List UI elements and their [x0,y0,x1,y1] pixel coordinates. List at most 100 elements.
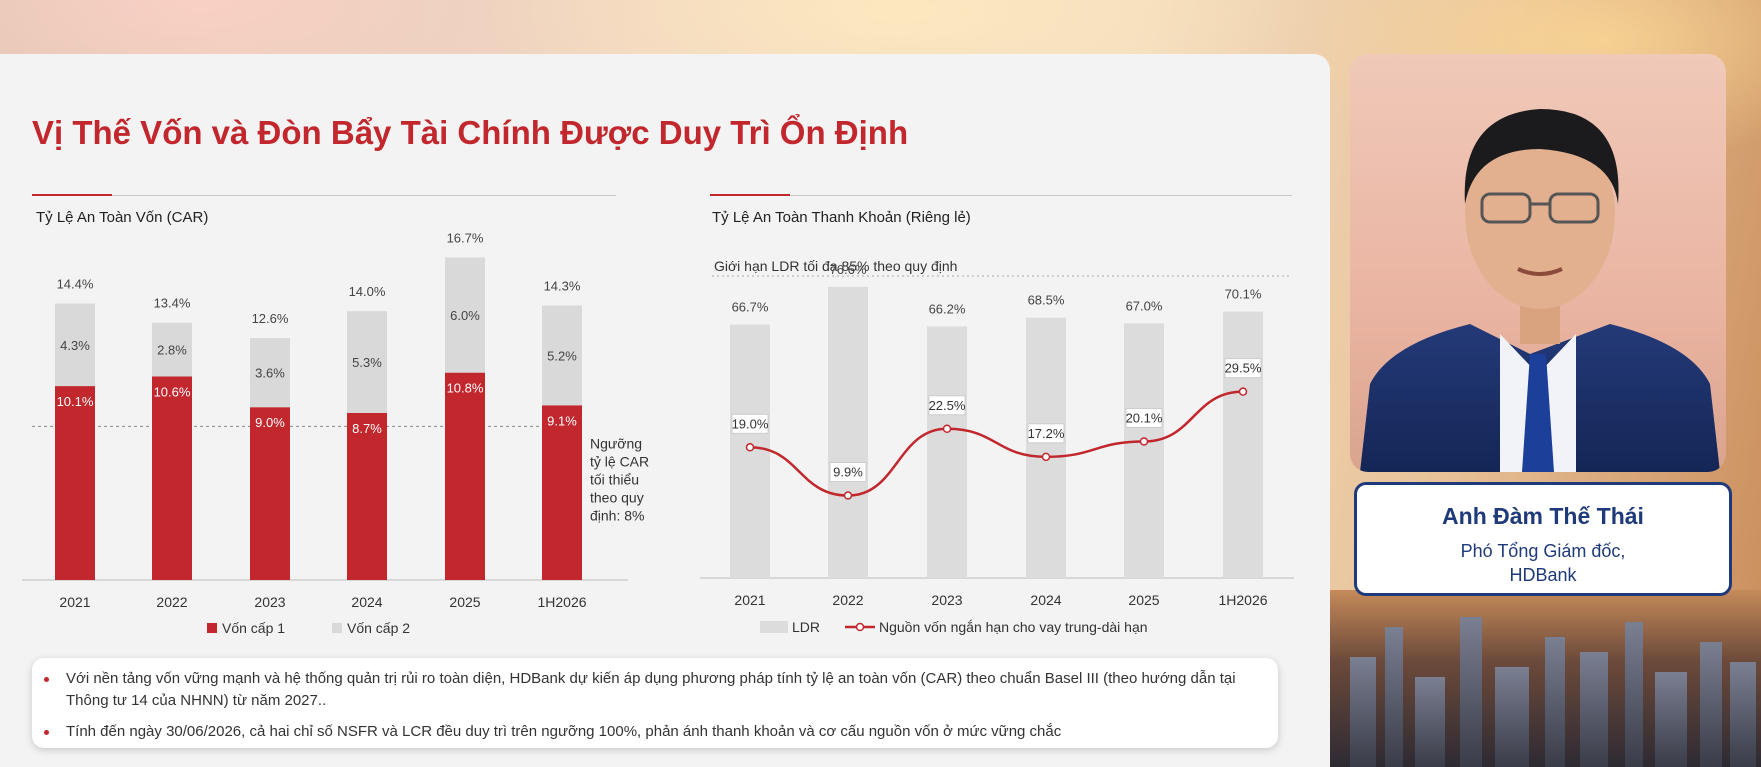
speaker-name: Anh Đàm Thế Thái [1442,503,1644,529]
tier1-label: 10.1% [57,394,94,409]
tier2-bar [55,303,95,387]
slide-title: Vị Thế Vốn và Đòn Bẩy Tài Chính Được Duy… [32,114,909,151]
x-tick-label: 1H2026 [537,594,586,610]
tier1-bar [152,376,192,580]
car-chart: Ngưỡng tỷ lệ CAR tối thiểu theo quy định: 8%… [22,230,649,636]
city-background [1330,590,1761,767]
funding-label: 22.5% [929,398,966,413]
x-tick-label: 2022 [832,592,863,608]
funding-point [843,491,853,500]
funding-line [749,390,1244,497]
funding-label: 17.2% [1028,426,1065,441]
tier2-label: 2.8% [157,343,187,358]
funding-point [942,424,952,433]
ldr-bar [1026,317,1066,578]
ldr-chart-title: Tỷ Lệ An Toàn Thanh Khoản (Riêng lẻ) [712,209,971,226]
x-tick-label: 2025 [449,594,480,610]
tier1-label: 10.6% [154,384,191,399]
tier1-bar [55,386,95,580]
ldr-label: 67.0% [1126,298,1163,313]
presentation-slide: Vị Thế Vốn và Đòn Bẩy Tài Chính Được Duy… [0,54,1330,767]
ldr-label: 66.7% [732,300,769,315]
tier2-bar [542,305,582,406]
left-chart-accent [32,194,112,196]
funding-label: 20.1% [1126,410,1163,425]
tier1-bar [445,372,485,580]
funding-label-bg [829,462,867,483]
funding-label-bg [731,413,769,434]
tier2-label: 5.3% [352,355,382,370]
left-chart-divider [32,195,616,196]
ldr-bar [1124,323,1164,578]
funding-label: 29.5% [1225,361,1262,376]
tier2-label: 5.2% [547,348,577,363]
legend-swatch-tier2 [332,623,342,633]
legend-label: Nguồn vốn ngắn hạn cho vay trung-dài hạn [879,619,1148,635]
tier2-bar [445,257,485,373]
tier1-bar [347,412,387,580]
threshold-label: theo quy [590,489,644,505]
tier1-label: 8.7% [352,421,382,436]
note-item: Với nền tảng vốn vững mạnh và hệ thống q… [44,668,1261,712]
threshold-label: định: 8% [590,507,644,523]
speaker-portrait [1360,109,1720,472]
ldr-label: 76.6% [830,262,867,277]
tier2-bar [250,338,290,408]
funding-point [1238,387,1248,396]
tier2-bar [347,311,387,413]
funding-label-bg [1027,423,1065,444]
total-label: 14.3% [544,278,581,293]
right-chart-divider [710,195,1292,196]
tier1-label: 9.1% [547,413,577,428]
x-tick-label: 2023 [931,592,962,608]
funding-label-bg [928,395,966,416]
speaker-nameplate: Anh Đàm Thế Thái Phó Tổng Giám đốc, HDBa… [1354,482,1732,596]
legend-label: Vốn cấp 1 [222,620,285,636]
ldr-label: 68.5% [1028,293,1065,308]
funding-label-bg [1224,358,1262,379]
notes-box: Với nền tảng vốn vững mạnh và hệ thống q… [32,658,1278,748]
threshold-label: Ngưỡng [590,435,642,451]
speaker-role: Phó Tổng Giám đốc, [1460,541,1626,561]
ldr-bar [1223,311,1263,578]
x-tick-label: 2021 [734,592,765,608]
funding-label: 9.9% [833,465,863,480]
threshold-label: tối thiểu [590,471,639,487]
legend-label: LDR [792,619,820,635]
x-tick-label: 2021 [59,594,90,610]
tier2-bar [152,322,192,377]
ldr-limit-label: Giới hạn LDR tối đa 85% theo quy định [714,258,957,274]
x-tick-label: 2024 [1030,592,1061,608]
legend-swatch-tier1 [207,623,217,633]
total-label: 14.4% [57,277,94,292]
legend-label: Vốn cấp 2 [347,620,410,636]
tier1-label: 10.8% [447,381,484,396]
x-tick-label: 2022 [156,594,187,610]
funding-point [1041,452,1051,462]
speaker-company: HDBank [1509,565,1577,585]
ldr-chart: Giới hạn LDR tối đa 85% theo quy định 66.… [700,258,1294,635]
legend-swatch-marker [855,622,865,632]
tier2-label: 4.3% [60,338,90,353]
ldr-bar [927,326,967,578]
legend-swatch-ldr [760,621,788,633]
car-chart-title: Tỷ Lệ An Toàn Vốn (CAR) [36,209,209,226]
tier1-bar [250,407,290,580]
total-label: 13.4% [154,296,191,311]
ldr-label: 70.1% [1225,287,1262,302]
x-tick-label: 1H2026 [1218,592,1267,608]
tier1-label: 9.0% [255,415,285,430]
threshold-label: tỷ lệ CAR [590,453,649,469]
funding-point [1139,437,1149,446]
tier2-label: 3.6% [255,366,285,381]
tier1-bar [542,405,582,580]
x-tick-label: 2024 [351,594,382,610]
x-tick-label: 2023 [254,594,285,610]
total-label: 14.0% [349,284,386,299]
funding-point [745,443,755,452]
x-tick-label: 2025 [1128,592,1159,608]
tier2-label: 6.0% [450,308,480,323]
speaker-video [1350,54,1726,472]
funding-label: 19.0% [732,416,769,431]
ldr-bar [828,286,868,578]
